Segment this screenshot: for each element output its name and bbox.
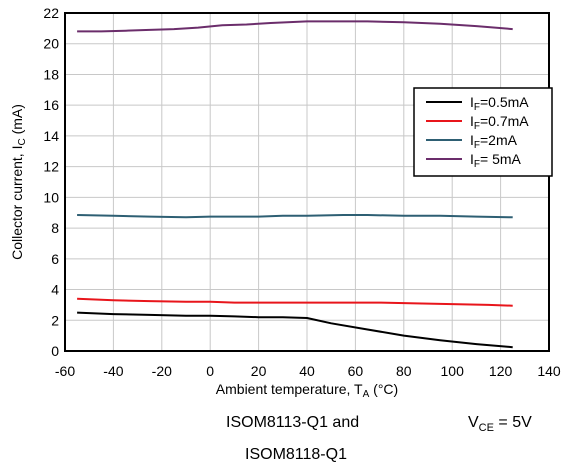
- y-tick-label: 8: [51, 220, 59, 236]
- vce-condition: VCE = 5V: [468, 414, 532, 435]
- series-line-2: [77, 214, 513, 219]
- y-tick-labels: 0 2 4 6 8 10 12 14 16 18 20 22: [43, 5, 59, 359]
- y-tick-label: 18: [43, 66, 59, 82]
- y-tick-label: 16: [43, 97, 59, 113]
- x-axis-label: Ambient temperature, TA (°C): [216, 381, 398, 400]
- chart: -60 -40 -20 0 20 40 60 80 100 120 140 0 2 4 6 8 10 12 14 1…: [9, 5, 561, 400]
- x-tick-label: 60: [348, 363, 364, 379]
- part-number-line-2: ISOM8118-Q1: [245, 446, 347, 463]
- y-tick-label: 10: [43, 189, 59, 205]
- legend-label-0: IF=0.5mA: [470, 94, 529, 113]
- y-tick-label: 0: [51, 343, 59, 359]
- y-tick-label: 6: [51, 251, 59, 267]
- x-tick-label: -40: [103, 363, 123, 379]
- y-tick-label: 14: [43, 128, 59, 144]
- x-tick-label: 80: [396, 363, 412, 379]
- series-line-3: [77, 20, 513, 33]
- x-tick-label: 120: [489, 363, 513, 379]
- y-tick-label: 20: [43, 36, 59, 52]
- x-tick-label: -60: [55, 363, 75, 379]
- legend-label-3: IF= 5mA: [470, 151, 522, 170]
- y-tick-label: 22: [43, 5, 59, 21]
- y-tick-label: 4: [51, 282, 59, 298]
- y-tick-label: 12: [43, 159, 59, 175]
- x-tick-label: 100: [441, 363, 465, 379]
- series-line-0: [77, 311, 513, 349]
- series-line-1: [77, 297, 513, 307]
- x-tick-label: 140: [537, 363, 561, 379]
- y-tick-label: 2: [51, 312, 59, 328]
- y-axis-label: Collector current, IC (mA): [9, 104, 28, 260]
- part-number-line-1: ISOM8113-Q1 and: [226, 414, 360, 431]
- x-tick-label: 0: [206, 363, 214, 379]
- x-tick-label: 20: [251, 363, 267, 379]
- x-tick-label: -20: [152, 363, 172, 379]
- legend-label-1: IF=0.7mA: [470, 113, 529, 132]
- plot-area-frame: [64, 12, 550, 352]
- x-tick-labels: -60 -40 -20 0 20 40 60 80 100 120 140: [55, 363, 561, 379]
- series-group: [77, 20, 513, 349]
- legend-label-2: IF=2mA: [470, 132, 518, 151]
- x-tick-label: 40: [299, 363, 315, 379]
